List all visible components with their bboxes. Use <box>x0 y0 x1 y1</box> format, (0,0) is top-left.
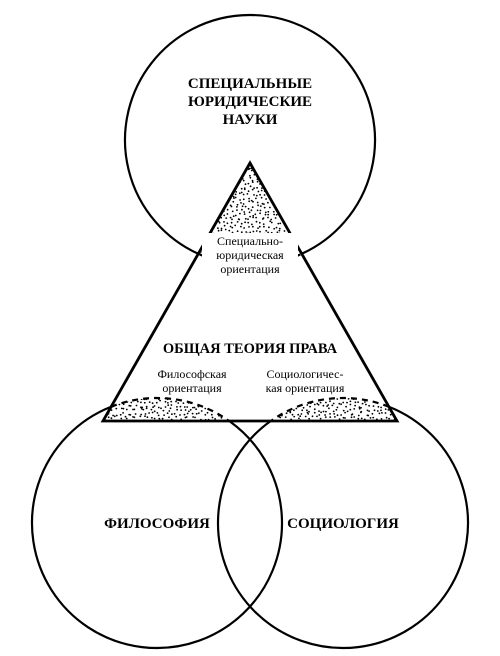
circle-left-label: ФИЛОСОФИЯ <box>104 516 210 532</box>
circle-top-label: СПЕЦИАЛЬНЫЕЮРИДИЧЕСКИЕНАУКИ <box>188 76 312 128</box>
circle-top-solid <box>125 15 375 254</box>
diagram-canvas: СПЕЦИАЛЬНЫЕЮРИДИЧЕСКИЕНАУКИ ФИЛОСОФИЯ СО… <box>0 0 500 656</box>
triangle-section-left: Философскаяориентация <box>157 367 227 395</box>
triangle-title: ОБЩАЯ ТЕОРИЯ ПРАВА <box>163 341 338 357</box>
stipple-right <box>278 397 395 421</box>
triangle-section-right: Социологичес-кая ориентация <box>266 367 345 395</box>
triangle-section-top: Специально-юридическаяориентация <box>216 234 284 276</box>
circle-right-label: СОЦИОЛОГИЯ <box>287 516 399 532</box>
circle-left-dashed <box>111 398 229 421</box>
